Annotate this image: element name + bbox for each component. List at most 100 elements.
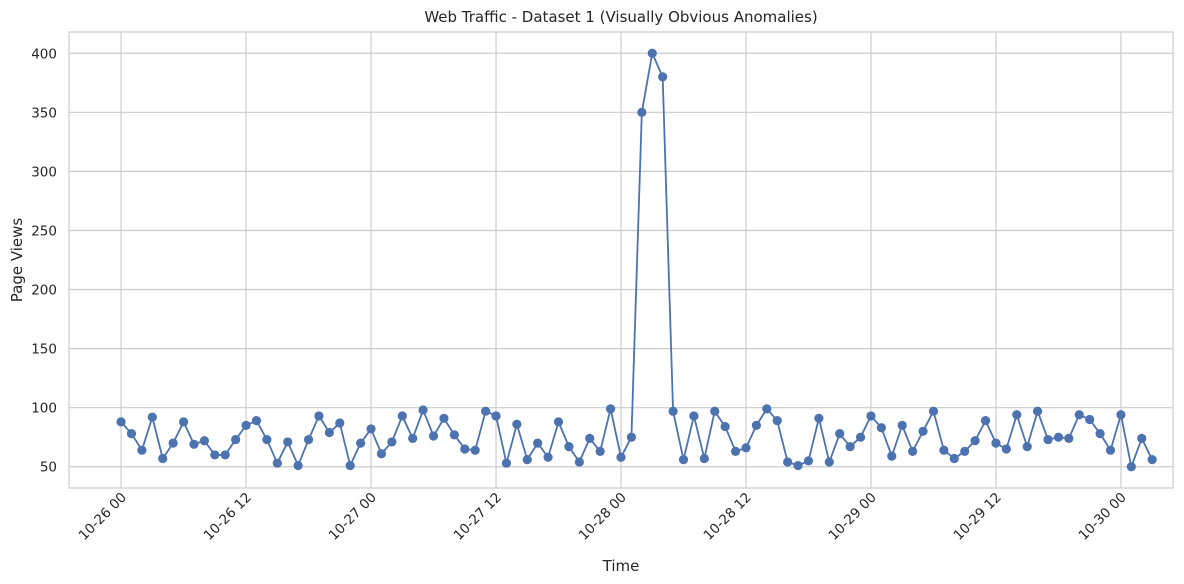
data-point: [439, 413, 449, 423]
data-point: [960, 446, 970, 456]
data-point: [678, 455, 689, 465]
x-tick-label: 10-27 00: [326, 490, 380, 544]
data-point: [376, 449, 387, 459]
data-point: [356, 438, 366, 448]
data-point: [626, 432, 637, 442]
data-point: [699, 453, 709, 464]
data-point: [616, 452, 626, 462]
data-point: [1012, 410, 1022, 420]
data-point: [897, 420, 907, 430]
y-tick-label: 400: [31, 46, 57, 62]
data-point: [1137, 433, 1147, 443]
data-point: [366, 424, 376, 434]
data-point: [241, 420, 251, 430]
data-point: [137, 445, 147, 455]
x-tick-label: 10-27 12: [451, 490, 505, 544]
data-point: [1033, 406, 1043, 416]
data-point: [199, 436, 209, 446]
data-point: [116, 417, 126, 427]
data-point: [658, 72, 668, 82]
y-axis-label: Page Views: [8, 218, 26, 303]
data-point: [793, 460, 803, 471]
data-point: [158, 453, 168, 464]
data-point: [939, 445, 949, 455]
data-point: [387, 437, 397, 447]
data-point: [1147, 455, 1157, 465]
data-point: [1116, 410, 1126, 420]
data-point: [345, 460, 355, 471]
data-point: [908, 446, 918, 456]
data-point: [418, 405, 428, 415]
data-point: [1043, 434, 1053, 445]
data-point: [585, 433, 595, 443]
data-point: [866, 411, 876, 421]
data-point: [595, 446, 605, 456]
chart-title: Web Traffic - Dataset 1 (Visually Obviou…: [424, 8, 817, 26]
data-point: [835, 429, 845, 439]
data-point: [293, 460, 303, 471]
series-layer: [116, 48, 1157, 472]
x-axis-label: Time: [602, 557, 640, 575]
data-point: [231, 434, 241, 445]
data-point: [126, 429, 137, 439]
data-point: [470, 445, 480, 455]
data-point: [1053, 432, 1064, 442]
data-point: [397, 411, 407, 421]
data-point: [1001, 444, 1011, 454]
data-point: [272, 458, 282, 468]
data-point: [512, 419, 522, 429]
data-point: [1074, 410, 1084, 420]
data-point: [220, 450, 230, 460]
y-tick-label: 250: [31, 223, 57, 239]
x-tick-label: 10-29 00: [826, 490, 880, 544]
data-point: [824, 457, 834, 467]
data-point: [262, 434, 272, 445]
data-point: [460, 444, 470, 454]
data-point: [449, 430, 459, 440]
data-point: [949, 453, 959, 464]
data-point: [564, 442, 574, 452]
data-point: [303, 434, 314, 445]
data-point: [980, 416, 991, 426]
data-point: [210, 450, 220, 460]
data-point: [991, 438, 1001, 448]
data-point: [1064, 433, 1074, 443]
data-point: [928, 406, 939, 416]
data-point: [283, 437, 293, 447]
y-tick-label: 200: [31, 283, 57, 299]
data-point: [720, 421, 730, 432]
data-point: [168, 438, 178, 448]
y-tick-label: 50: [40, 460, 57, 476]
data-point: [668, 406, 678, 416]
y-tick-label: 300: [31, 164, 57, 180]
data-point: [970, 436, 980, 446]
data-point: [1022, 442, 1032, 452]
x-tick-label: 10-28 00: [576, 490, 630, 544]
data-point: [751, 420, 762, 430]
data-point: [501, 458, 512, 468]
data-point: [314, 411, 324, 421]
y-tick-label: 150: [31, 342, 57, 358]
data-point: [689, 411, 699, 421]
data-point: [428, 431, 439, 441]
data-point: [408, 433, 418, 443]
data-point: [251, 416, 262, 426]
data-point: [741, 443, 751, 453]
data-point: [1105, 445, 1116, 455]
data-point: [481, 406, 491, 416]
x-tick-label: 10-26 00: [76, 490, 130, 544]
data-point: [522, 455, 532, 465]
data-point: [814, 413, 824, 423]
data-point: [887, 451, 897, 461]
data-point: [533, 438, 543, 448]
data-point: [1126, 462, 1136, 472]
data-point: [1085, 414, 1095, 425]
data-point: [1095, 429, 1105, 439]
series-line: [120, 52, 1153, 468]
data-point: [855, 432, 866, 442]
data-point: [553, 417, 564, 427]
data-point: [783, 457, 793, 467]
x-tick-label: 10-26 12: [201, 490, 255, 544]
y-tick-label: 100: [31, 401, 57, 417]
data-point: [772, 416, 782, 426]
